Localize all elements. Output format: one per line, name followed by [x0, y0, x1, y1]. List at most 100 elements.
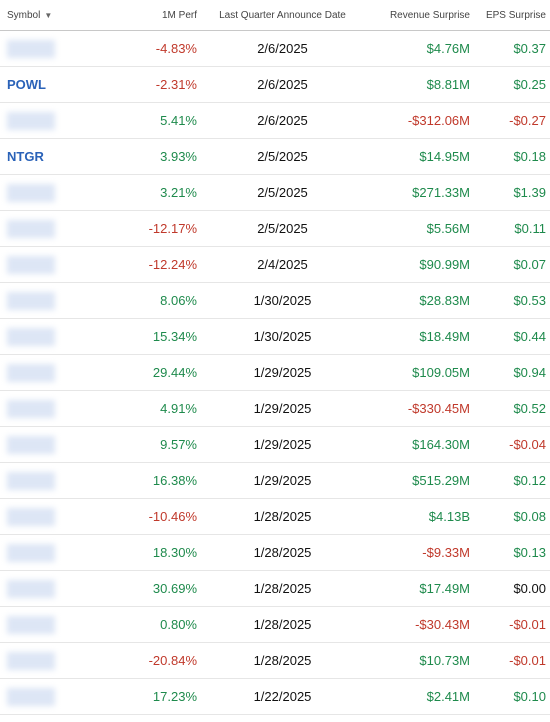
sort-caret: ▼ — [44, 10, 53, 20]
symbol-cell — [0, 390, 82, 427]
perf-cell: -12.24% — [82, 246, 200, 283]
table-row[interactable]: -20.84% 1/28/2025 $10.73M -$0.01 — [0, 642, 550, 679]
revenue-surprise-cell: $17.49M — [365, 570, 470, 607]
symbol-cell — [0, 678, 82, 715]
table-row[interactable]: -4.83% 2/6/2025 $4.76M $0.37 — [0, 30, 550, 67]
header-cell[interactable]: EPS Surprise — [470, 0, 550, 31]
table-row[interactable]: 3.21% 2/5/2025 $271.33M $1.39 — [0, 174, 550, 211]
eps-surprise-cell: $0.08 — [470, 498, 550, 535]
eps-surprise-cell: $0.00 — [470, 570, 550, 607]
header-cell[interactable]: Last Quarter Announce Date — [200, 0, 365, 31]
table-row[interactable]: 29.44% 1/29/2025 $109.05M $0.94 — [0, 354, 550, 391]
eps-surprise-cell: -$0.04 — [470, 426, 550, 463]
blurred-symbol — [7, 219, 55, 238]
date-cell: 1/30/2025 — [200, 318, 365, 355]
date-cell: 1/28/2025 — [200, 498, 365, 535]
eps-surprise-cell: $0.53 — [470, 282, 550, 319]
symbol-cell — [0, 534, 82, 571]
symbol-cell — [0, 570, 82, 607]
table-row[interactable]: 8.06% 1/30/2025 $28.83M $0.53 — [0, 282, 550, 319]
header-cell[interactable]: 1M Perf — [82, 0, 200, 31]
header-cell[interactable]: Revenue Surprise — [365, 0, 470, 31]
revenue-surprise-cell: $515.29M — [365, 462, 470, 499]
eps-surprise-cell: $0.10 — [470, 678, 550, 715]
symbol-cell: POWL — [0, 66, 82, 103]
table-row[interactable]: 17.23% 1/22/2025 $2.41M $0.10 — [0, 678, 550, 715]
header-text: Symbol — [7, 9, 41, 21]
date-cell: 1/29/2025 — [200, 426, 365, 463]
table-row[interactable]: 5.41% 2/6/2025 -$312.06M -$0.27 — [0, 102, 550, 139]
revenue-surprise-cell: $10.73M — [365, 642, 470, 679]
blurred-symbol — [7, 399, 55, 418]
blurred-symbol — [7, 507, 55, 526]
eps-surprise-cell: $0.44 — [470, 318, 550, 355]
eps-surprise-cell: $0.94 — [470, 354, 550, 391]
blurred-symbol — [7, 687, 55, 706]
blurred-symbol — [7, 39, 55, 58]
revenue-surprise-cell: $271.33M — [365, 174, 470, 211]
perf-cell: 5.41% — [82, 102, 200, 139]
date-cell: 1/22/2025 — [200, 678, 365, 715]
revenue-surprise-cell: -$330.45M — [365, 390, 470, 427]
table-row[interactable]: 0.80% 1/28/2025 -$30.43M -$0.01 — [0, 606, 550, 643]
date-cell: 1/28/2025 — [200, 606, 365, 643]
perf-cell: 8.06% — [82, 282, 200, 319]
blurred-symbol — [7, 183, 55, 202]
perf-cell: 0.80% — [82, 606, 200, 643]
symbol-cell — [0, 642, 82, 679]
symbol-cell — [0, 606, 82, 643]
revenue-surprise-cell: $164.30M — [365, 426, 470, 463]
table-row[interactable]: 15.34% 1/30/2025 $18.49M $0.44 — [0, 318, 550, 355]
perf-cell: 3.21% — [82, 174, 200, 211]
symbol-link[interactable]: POWL — [7, 77, 46, 92]
symbol-cell — [0, 174, 82, 211]
blurred-symbol — [7, 363, 55, 382]
revenue-surprise-cell: $4.13B — [365, 498, 470, 535]
header-cell[interactable]: Symbol ▼ — [0, 0, 82, 31]
blurred-symbol — [7, 615, 55, 634]
blurred-symbol — [7, 291, 55, 310]
table-row[interactable]: NTGR 3.93% 2/5/2025 $14.95M $0.18 — [0, 138, 550, 175]
table-row[interactable]: 16.38% 1/29/2025 $515.29M $0.12 — [0, 462, 550, 499]
revenue-surprise-cell: $90.99M — [365, 246, 470, 283]
revenue-surprise-cell: $109.05M — [365, 354, 470, 391]
table-row[interactable]: 18.30% 1/28/2025 -$9.33M $0.13 — [0, 534, 550, 571]
perf-cell: 18.30% — [82, 534, 200, 571]
date-cell: 1/28/2025 — [200, 534, 365, 571]
blurred-symbol — [7, 255, 55, 274]
date-cell: 2/6/2025 — [200, 102, 365, 139]
revenue-surprise-cell: $5.56M — [365, 210, 470, 247]
perf-cell: -2.31% — [82, 66, 200, 103]
revenue-surprise-cell: $4.76M — [365, 30, 470, 67]
symbol-cell — [0, 498, 82, 535]
blurred-symbol — [7, 327, 55, 346]
table-row[interactable]: -12.24% 2/4/2025 $90.99M $0.07 — [0, 246, 550, 283]
revenue-surprise-cell: $2.41M — [365, 678, 470, 715]
table-row[interactable]: -12.17% 2/5/2025 $5.56M $0.11 — [0, 210, 550, 247]
symbol-cell — [0, 102, 82, 139]
symbol-cell — [0, 462, 82, 499]
perf-cell: 29.44% — [82, 354, 200, 391]
perf-cell: -4.83% — [82, 30, 200, 67]
eps-surprise-cell: $1.39 — [470, 174, 550, 211]
symbol-cell — [0, 282, 82, 319]
date-cell: 1/28/2025 — [200, 642, 365, 679]
revenue-surprise-cell: -$9.33M — [365, 534, 470, 571]
date-cell: 1/28/2025 — [200, 570, 365, 607]
perf-cell: 17.23% — [82, 678, 200, 715]
table-row[interactable]: 4.91% 1/29/2025 -$330.45M $0.52 — [0, 390, 550, 427]
symbol-cell: NTGR — [0, 138, 82, 175]
date-cell: 2/6/2025 — [200, 30, 365, 67]
table-row[interactable]: 30.69% 1/28/2025 $17.49M $0.00 — [0, 570, 550, 607]
symbol-cell — [0, 426, 82, 463]
eps-surprise-cell: $0.25 — [470, 66, 550, 103]
date-cell: 2/6/2025 — [200, 66, 365, 103]
date-cell: 1/29/2025 — [200, 462, 365, 499]
date-cell: 2/5/2025 — [200, 174, 365, 211]
table-row[interactable]: -10.46% 1/28/2025 $4.13B $0.08 — [0, 498, 550, 535]
table-row[interactable]: 9.57% 1/29/2025 $164.30M -$0.04 — [0, 426, 550, 463]
date-cell: 2/5/2025 — [200, 210, 365, 247]
symbol-link[interactable]: NTGR — [7, 149, 44, 164]
table-row[interactable]: POWL -2.31% 2/6/2025 $8.81M $0.25 — [0, 66, 550, 103]
eps-surprise-cell: $0.13 — [470, 534, 550, 571]
